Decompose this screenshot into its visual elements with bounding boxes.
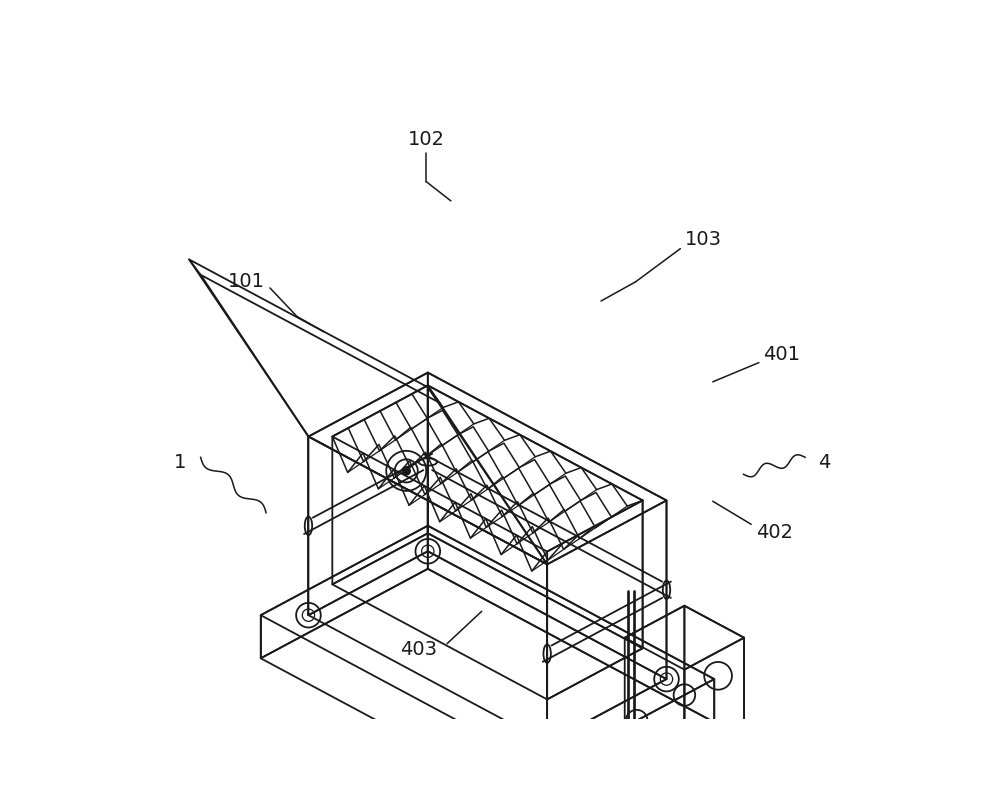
Text: 101: 101 [228,272,265,291]
Text: 4: 4 [818,453,831,472]
Text: 103: 103 [685,230,722,249]
Text: 402: 402 [756,523,793,541]
Circle shape [402,467,410,475]
Text: 403: 403 [400,640,437,659]
Text: 1: 1 [174,453,186,472]
Text: 401: 401 [764,345,800,364]
Text: 102: 102 [408,130,445,149]
